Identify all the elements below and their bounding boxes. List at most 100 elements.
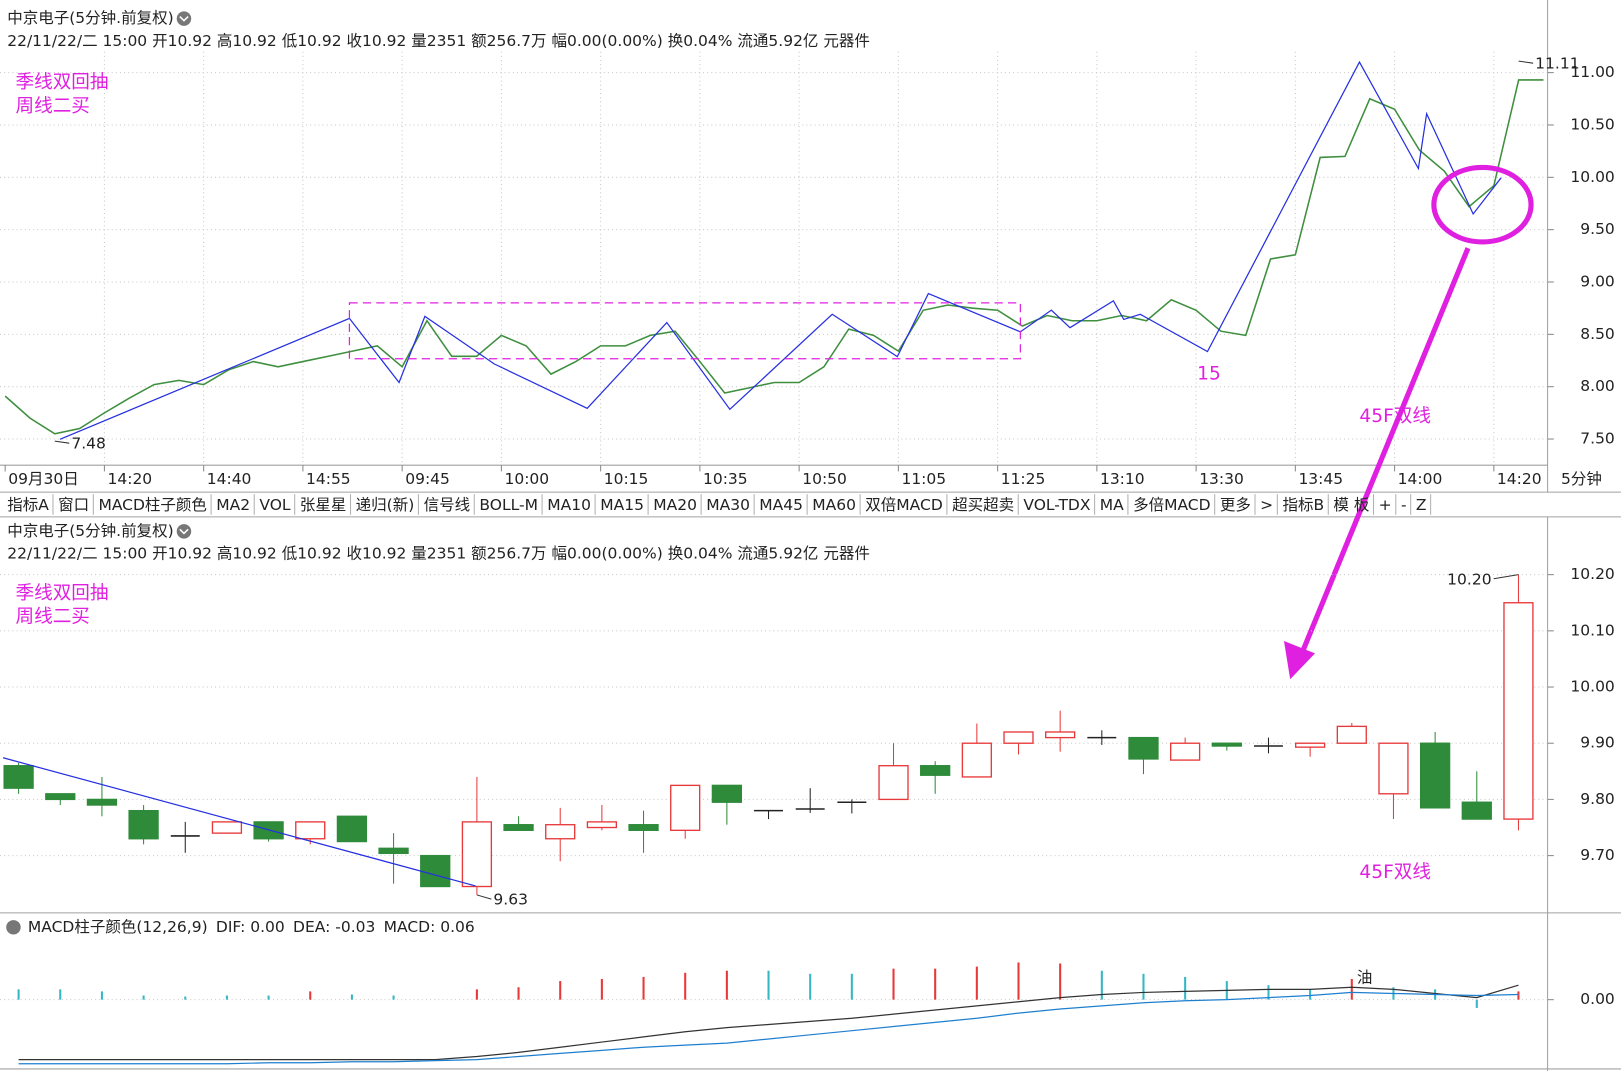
candle-body: [420, 854, 451, 888]
chart-title: 中京电子(5分钟.前复权): [7, 9, 173, 27]
y-tick-label: 10.00: [1570, 168, 1614, 186]
candle-body: [295, 821, 326, 840]
y-tick-label: 10.10: [1570, 621, 1614, 639]
extreme-pointer: [1493, 574, 1519, 580]
toolbar-button[interactable]: 指标B: [1282, 496, 1324, 514]
extreme-pointer: [54, 440, 70, 444]
toolbar-button[interactable]: MA45: [759, 496, 803, 514]
toolbar-button[interactable]: MA60: [812, 496, 856, 514]
macd-bar: [142, 995, 145, 1000]
candle-body: [378, 847, 409, 855]
annotation: 周线二买: [16, 96, 90, 117]
toolbar-button[interactable]: 双倍MACD: [865, 496, 943, 514]
dropdown-icon[interactable]: [176, 11, 192, 26]
pointer-arrowhead: [1283, 640, 1315, 680]
toolbar-button[interactable]: 信号线: [424, 496, 471, 514]
candle-body: [336, 815, 368, 843]
x-tick-label: 14:00: [1398, 470, 1443, 488]
y-tick-label: 11.00: [1570, 63, 1614, 81]
candle-body: [1128, 736, 1159, 760]
candle-body: [1419, 742, 1451, 809]
candle-body: [128, 809, 159, 840]
macd-bar: [1309, 989, 1312, 1000]
toolbar-button[interactable]: +: [1379, 496, 1392, 514]
macd-bar: [559, 981, 562, 1000]
dropdown-icon[interactable]: [176, 524, 192, 539]
toolbar-button[interactable]: 更多: [1220, 496, 1251, 514]
info-line: 22/11/22/二 15:00 开10.92 高10.92 低10.92 收1…: [7, 32, 870, 50]
x-tick-label: 09:45: [405, 470, 450, 488]
box-drawing: [348, 302, 1021, 360]
y-tick-label: 10.50: [1570, 115, 1614, 133]
toolbar-button[interactable]: VOL: [259, 496, 291, 514]
toolbar-button[interactable]: 张星星: [300, 496, 347, 514]
toolbar-button[interactable]: -: [1401, 496, 1407, 514]
toolbar-button[interactable]: BOLL-M: [479, 496, 538, 514]
dropdown-icon[interactable]: [6, 920, 21, 935]
toolbar-button[interactable]: MA2: [216, 496, 250, 514]
indicator-stat: DIF: 0.00: [216, 918, 285, 936]
macd-bar: [809, 973, 812, 1000]
toolbar-button[interactable]: 多倍MACD: [1133, 496, 1211, 514]
macd-bar: [642, 976, 645, 1000]
candle-body: [1045, 731, 1076, 739]
x-tick-label: 14:20: [1497, 470, 1542, 488]
x-tick-label: 11:05: [901, 470, 946, 488]
candle-body: [1336, 725, 1367, 744]
candle-body: [1378, 742, 1409, 795]
annotation: 15: [1197, 364, 1221, 385]
macd-bar: [600, 978, 603, 1000]
highlight-circle: [1431, 164, 1534, 245]
toolbar-button[interactable]: MA15: [600, 496, 644, 514]
candle-body: [920, 765, 951, 776]
pointer-arrow: [1296, 247, 1471, 663]
toolbar-button[interactable]: >: [1260, 496, 1273, 514]
annotation: 季线双回抽: [16, 583, 109, 604]
indicator-stat: MACD: 0.06: [384, 918, 475, 936]
toolbar-button[interactable]: 递归(新): [356, 496, 415, 514]
toolbar-button[interactable]: MA20: [653, 496, 697, 514]
macd-bar: [184, 996, 187, 1000]
macd-bar: [350, 994, 353, 1000]
macd-bar: [392, 995, 395, 1000]
macd-bar: [1100, 970, 1103, 1000]
toolbar-button[interactable]: 超买超卖: [952, 496, 1014, 514]
macd-bar: [725, 970, 728, 1000]
toolbar-button[interactable]: 指标A: [7, 496, 49, 514]
candle-body: [86, 798, 118, 806]
toolbar-button[interactable]: VOL-TDX: [1023, 496, 1090, 514]
x-tick-label: 09月30日: [8, 470, 78, 488]
y-tick-label: 10.00: [1570, 678, 1614, 696]
toolbar-button[interactable]: MA10: [547, 496, 591, 514]
trend-drawing: [2, 757, 476, 887]
candle-body: [1461, 801, 1492, 820]
macd-bar: [1517, 991, 1520, 1000]
macd-bar: [1350, 978, 1353, 1000]
toolbar-button[interactable]: MA: [1100, 496, 1124, 514]
info-line: 22/11/22/二 15:00 开10.92 高10.92 低10.92 收1…: [7, 545, 870, 563]
y-tick-label: 10.20: [1570, 565, 1614, 583]
indicator-line: [18, 991, 1519, 1065]
candle-body: [1503, 602, 1534, 820]
toolbar-button[interactable]: MACD柱子颜色: [98, 496, 206, 514]
toolbar-button[interactable]: Z: [1416, 496, 1427, 514]
toolbar-button[interactable]: 模 板: [1333, 496, 1369, 514]
candle-body: [878, 765, 909, 801]
candle-body: [1211, 742, 1242, 747]
toolbar-button[interactable]: MA30: [706, 496, 750, 514]
y-tick-label: 9.90: [1580, 734, 1615, 752]
macd-bar: [1059, 963, 1062, 1000]
y-tick-label: 9.80: [1580, 790, 1615, 808]
candle-body: [1170, 742, 1201, 761]
x-tick-label: 14:40: [207, 470, 252, 488]
macd-bar: [475, 989, 478, 1000]
x-tick-label: 11:25: [1001, 470, 1046, 488]
annotation: 45F双线: [1359, 406, 1431, 427]
macd-bar: [975, 966, 978, 1000]
toolbar-button[interactable]: 窗口: [58, 496, 89, 514]
y-tick-label: 0.00: [1580, 990, 1615, 1008]
indicator-line: [18, 984, 1519, 1061]
x-tick-label: 14:20: [108, 470, 153, 488]
y-tick-label: 9.50: [1580, 220, 1615, 238]
